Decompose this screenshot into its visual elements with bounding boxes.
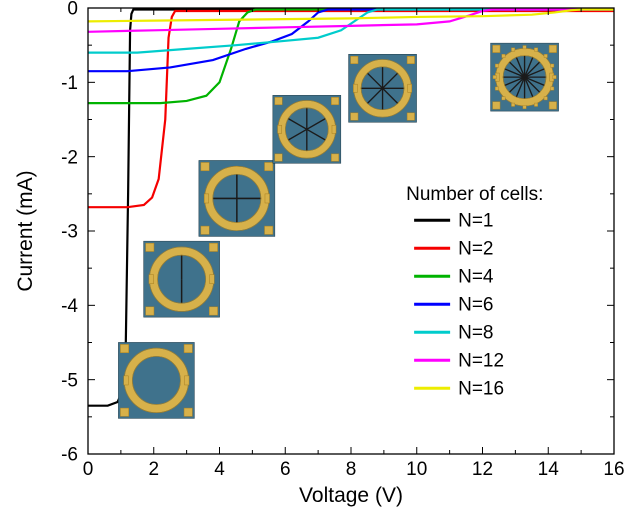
x-tick-label: 6 [280, 459, 291, 480]
y-tick-label: -3 [61, 222, 78, 243]
legend-label-n-6: N=6 [458, 294, 493, 315]
legend-label-n-2: N=2 [458, 238, 493, 259]
x-axis-label: Voltage (V) [299, 484, 403, 507]
y-tick-label: -2 [61, 147, 78, 168]
legend-label-n-4: N=4 [458, 266, 494, 287]
cell-n16-thumb [491, 43, 559, 111]
y-axis-label: Current (mA) [14, 170, 37, 291]
cell-n1-thumb [118, 342, 194, 418]
legend-label-n-16: N=16 [458, 378, 504, 399]
x-tick-label: 8 [346, 459, 357, 480]
x-tick-label: 4 [214, 459, 225, 480]
y-tick-label: -1 [61, 73, 78, 94]
chart-svg: 0 2 4 6 8 10 12 14 16 -6 -5 -4 -3 -2 -1 0 Voltage (V) Cur… [0, 0, 629, 518]
x-tick-label: 2 [148, 459, 159, 480]
x-tick-label: 0 [83, 459, 94, 480]
x-tick-label: 16 [603, 459, 624, 480]
cell-n6-thumb [273, 95, 341, 163]
y-tick-label: -5 [61, 370, 78, 391]
y-tick-label: 0 [67, 0, 78, 20]
y-tick-label: -4 [61, 296, 78, 317]
legend-label-n-12: N=12 [458, 350, 504, 371]
x-tick-label: 10 [406, 459, 427, 480]
legend-label-n-8: N=8 [458, 322, 493, 343]
iv-chart: 0 2 4 6 8 10 12 14 16 -6 -5 -4 -3 -2 -1 0 Voltage (V) Cur… [0, 0, 629, 518]
y-tick-label: -6 [61, 445, 78, 466]
legend-label-n-1: N=1 [458, 210, 493, 231]
cell-n2-thumb [144, 241, 220, 317]
cell-n4-thumb [199, 160, 275, 236]
x-tick-label: 12 [472, 459, 493, 480]
x-tick-label: 14 [538, 459, 560, 480]
cell-n8-thumb [349, 54, 417, 122]
legend-title: Number of cells: [406, 184, 543, 205]
